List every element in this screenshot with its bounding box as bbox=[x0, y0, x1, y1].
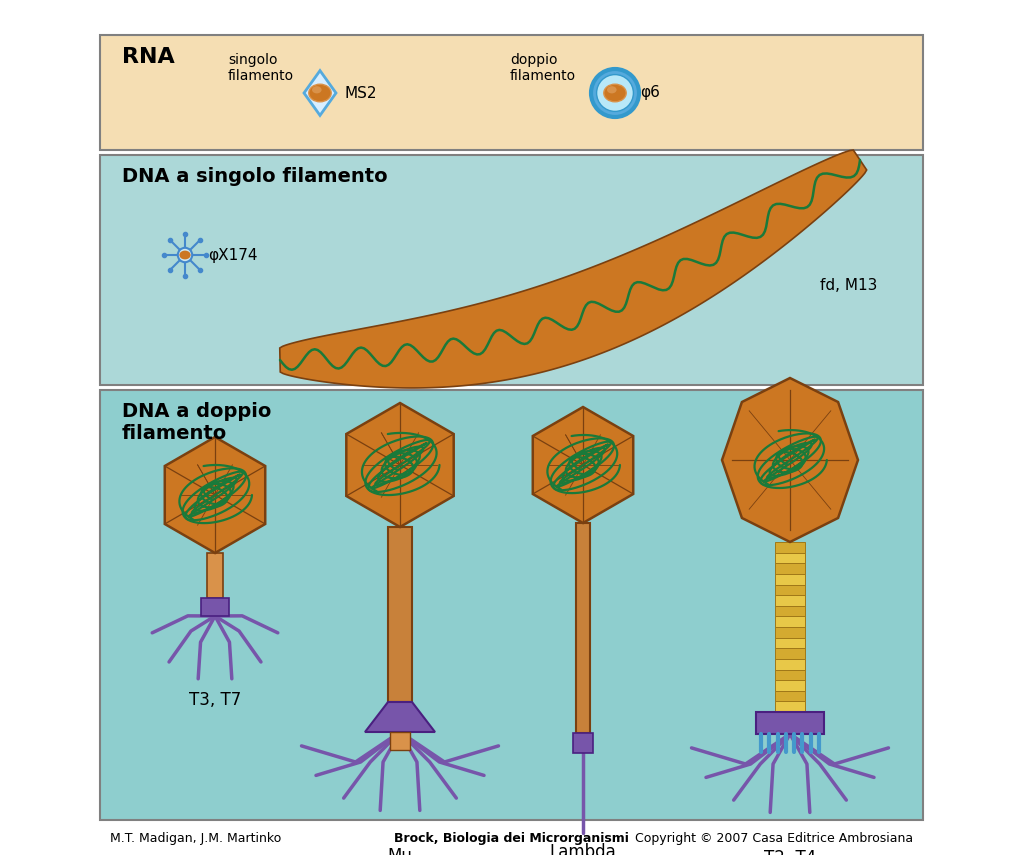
Text: φ6: φ6 bbox=[640, 86, 660, 101]
Bar bbox=[775, 680, 805, 691]
Ellipse shape bbox=[312, 86, 321, 93]
Text: DNA a singolo filamento: DNA a singolo filamento bbox=[122, 167, 388, 186]
Polygon shape bbox=[279, 150, 866, 388]
Polygon shape bbox=[533, 407, 633, 523]
Text: φX174: φX174 bbox=[208, 247, 258, 262]
Text: RNA: RNA bbox=[122, 47, 175, 67]
Bar bbox=[775, 616, 805, 627]
Bar bbox=[100, 155, 923, 385]
Bar bbox=[390, 732, 410, 750]
Bar bbox=[775, 542, 805, 552]
Text: Lambda: Lambda bbox=[549, 843, 617, 855]
Ellipse shape bbox=[309, 84, 331, 102]
Bar bbox=[775, 563, 805, 574]
Text: Brock, Biologia dei Microrganismi: Brock, Biologia dei Microrganismi bbox=[394, 832, 628, 845]
Text: MS2: MS2 bbox=[345, 86, 377, 101]
Bar bbox=[775, 638, 805, 648]
Bar bbox=[775, 691, 805, 701]
Circle shape bbox=[591, 69, 639, 117]
Bar bbox=[775, 669, 805, 680]
Text: doppio
filamento: doppio filamento bbox=[510, 53, 576, 83]
Text: T2, T4: T2, T4 bbox=[764, 849, 816, 855]
Text: singolo
filamento: singolo filamento bbox=[228, 53, 295, 83]
Text: fd, M13: fd, M13 bbox=[820, 278, 878, 292]
Ellipse shape bbox=[604, 84, 626, 102]
Bar bbox=[775, 552, 805, 563]
Bar bbox=[201, 598, 229, 616]
Bar bbox=[576, 523, 590, 733]
Text: Mu: Mu bbox=[388, 847, 412, 855]
Text: T3, T7: T3, T7 bbox=[189, 691, 241, 709]
Bar bbox=[775, 648, 805, 659]
Polygon shape bbox=[165, 437, 265, 553]
Polygon shape bbox=[347, 403, 453, 527]
Bar bbox=[775, 595, 805, 605]
Bar bbox=[100, 390, 923, 820]
Ellipse shape bbox=[607, 86, 617, 93]
Circle shape bbox=[178, 248, 192, 262]
Bar bbox=[207, 553, 223, 598]
Bar bbox=[775, 659, 805, 669]
Polygon shape bbox=[304, 71, 336, 115]
Bar bbox=[756, 712, 824, 734]
Text: Copyright © 2007 Casa Editrice Ambrosiana: Copyright © 2007 Casa Editrice Ambrosian… bbox=[635, 832, 913, 845]
Bar bbox=[775, 574, 805, 585]
Bar bbox=[573, 733, 593, 753]
Circle shape bbox=[596, 74, 633, 111]
Polygon shape bbox=[365, 702, 435, 732]
Text: DNA a doppio
filamento: DNA a doppio filamento bbox=[122, 402, 271, 443]
Bar bbox=[388, 527, 412, 702]
Bar bbox=[775, 701, 805, 712]
Bar bbox=[775, 585, 805, 595]
Text: M.T. Madigan, J.M. Martinko: M.T. Madigan, J.M. Martinko bbox=[110, 832, 281, 845]
Bar bbox=[775, 627, 805, 638]
Bar bbox=[100, 35, 923, 150]
Polygon shape bbox=[722, 378, 858, 542]
Ellipse shape bbox=[179, 251, 190, 259]
Bar bbox=[775, 605, 805, 616]
